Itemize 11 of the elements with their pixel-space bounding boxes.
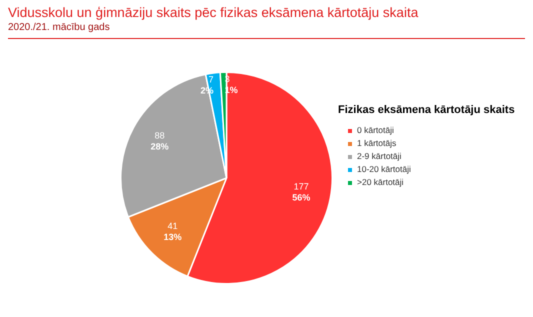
chart-title: Vidusskolu un ģimnāziju skaits pēc fizikas eksāmena kārtotāju skaita bbox=[8, 4, 420, 21]
data-label: 177 56% bbox=[292, 181, 310, 202]
legend-title: Fizikas eksāmena kārtotāju skaits bbox=[338, 104, 516, 116]
legend-label: 10-20 kārtotāji bbox=[357, 164, 411, 174]
data-label: 41 13% bbox=[164, 220, 182, 242]
data-label: 88 28% bbox=[150, 130, 169, 152]
legend-label: >20 kārtotāji bbox=[357, 177, 404, 187]
legend-label: 0 kārtotāji bbox=[357, 125, 394, 135]
legend-label: 2-9 kārtotāji bbox=[357, 151, 402, 161]
legend-label: 1 kārtotājs bbox=[357, 138, 396, 148]
chart-subtitle: 2020./21. mācību gads bbox=[8, 21, 111, 34]
